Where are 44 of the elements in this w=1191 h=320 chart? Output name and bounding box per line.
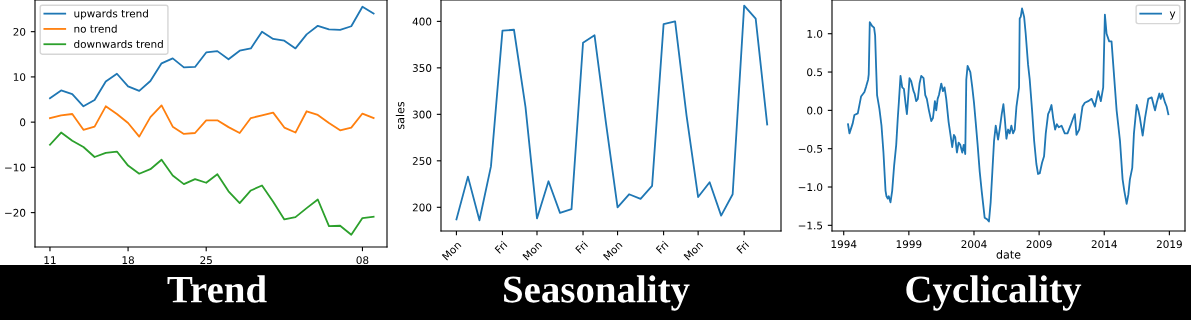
x-tick-label: 1994 xyxy=(831,240,857,249)
legend-label: downwards trend xyxy=(74,39,163,49)
x-tick-label: 2014 xyxy=(1091,240,1117,249)
y-tick-label: 0.5 xyxy=(807,68,823,77)
y-tick-label: −10 xyxy=(5,163,26,172)
x-axis-title: date xyxy=(996,250,1021,259)
line-series xyxy=(49,5,375,108)
x-tick-label: 11 xyxy=(44,256,56,264)
x-tick-label: 08 xyxy=(356,256,369,265)
y-tick-label: −20 xyxy=(5,208,26,217)
y-tick-label: 0 xyxy=(20,118,26,127)
y-tick-label: 20 xyxy=(13,27,26,36)
legend-label: no trend xyxy=(74,24,117,33)
y-tick-label: 0.0 xyxy=(807,106,823,115)
line-series xyxy=(847,7,1170,223)
line-series xyxy=(49,104,375,138)
y-tick-label: −0.5 xyxy=(798,144,823,153)
x-tick-label: Fri xyxy=(736,240,750,254)
text: Seasonality xyxy=(504,275,690,311)
x-tick-label: 25 xyxy=(200,256,212,265)
text: Cyclicality xyxy=(906,275,1082,311)
y-tick-label: 250 xyxy=(412,157,432,165)
x-tick-label: 2004 xyxy=(961,240,987,249)
text: Trend xyxy=(167,275,267,303)
x-tick-label: Fri xyxy=(574,240,588,254)
y-tick-label: 400 xyxy=(412,17,432,26)
x-tick-label: 18 xyxy=(122,256,134,265)
x-tick-label: Fri xyxy=(655,240,669,254)
line-series xyxy=(455,4,769,222)
y-axis-title: sales xyxy=(395,101,405,130)
y-tick-label: 350 xyxy=(412,64,432,72)
x-tick-label: 2019 xyxy=(1156,240,1182,249)
y-tick-label: −1.5 xyxy=(798,221,823,230)
x-tick-label: Fri xyxy=(494,240,508,254)
y-tick-label: 300 xyxy=(412,110,432,119)
x-tick-label: 1999 xyxy=(896,240,922,249)
legend-label: upwards trend xyxy=(74,9,148,20)
line-series xyxy=(49,131,375,236)
legend-label: y xyxy=(1169,11,1176,20)
y-tick-label: 10 xyxy=(13,73,26,82)
x-tick-label: 2009 xyxy=(1026,240,1052,249)
y-tick-label: 1.0 xyxy=(807,29,823,38)
y-tick-label: 200 xyxy=(412,203,432,212)
y-tick-label: −1.0 xyxy=(798,183,823,192)
